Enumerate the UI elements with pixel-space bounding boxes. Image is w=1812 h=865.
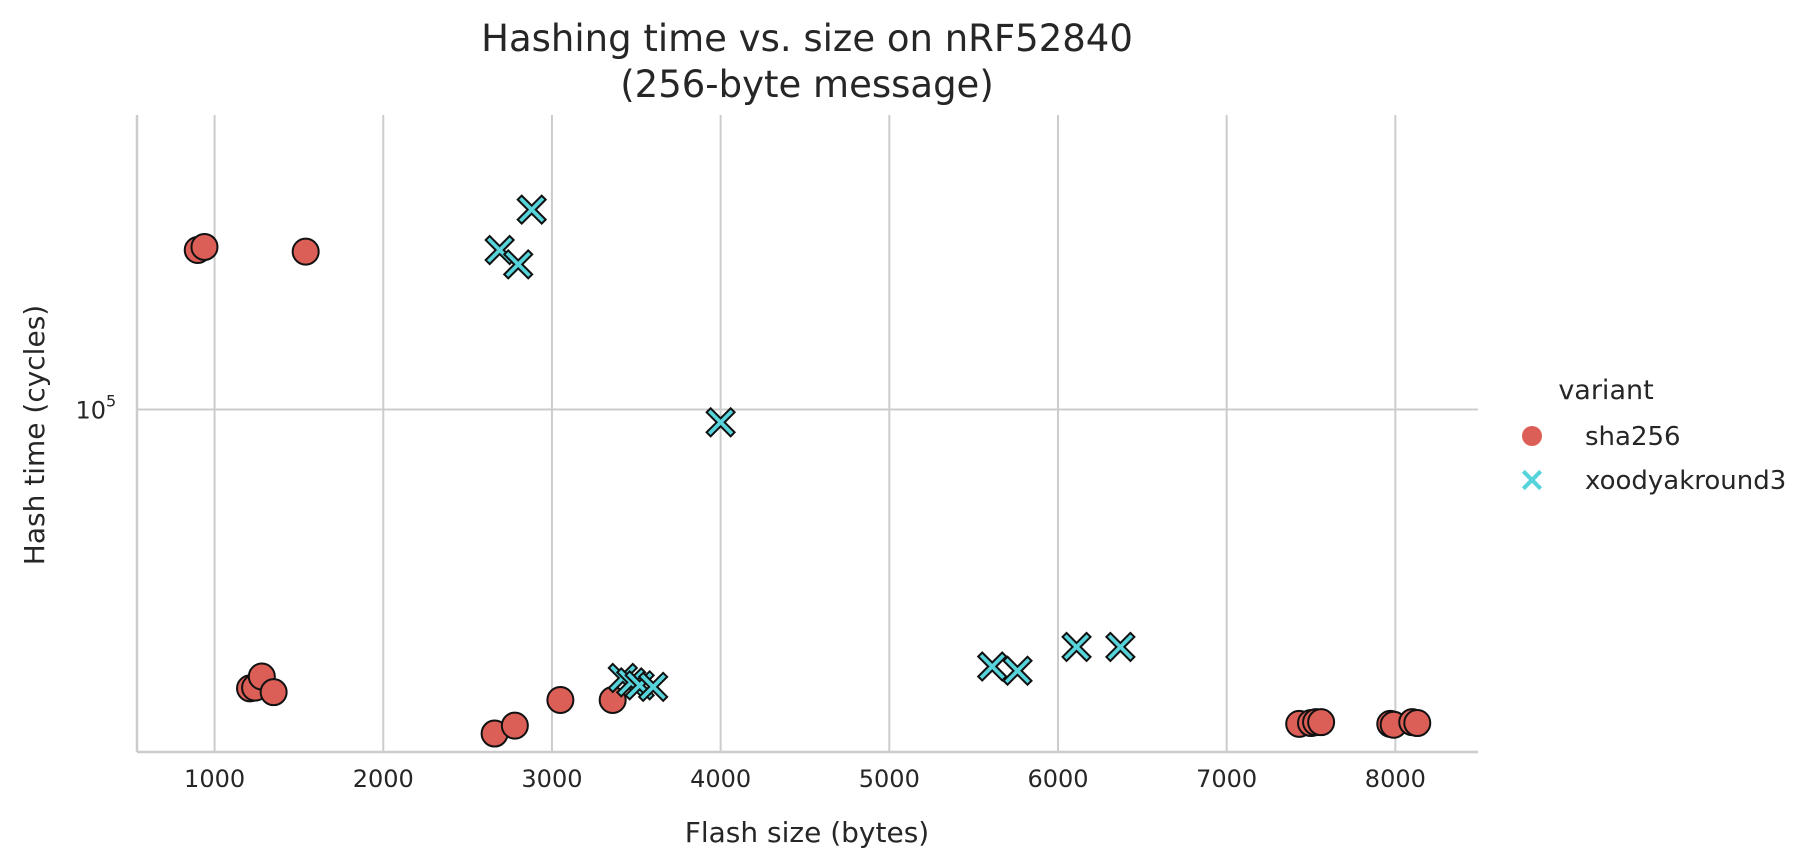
chart-title-line-1: Hashing time vs. size on nRF52840 xyxy=(481,17,1133,60)
y-axis-label: Hash time (cycles) xyxy=(18,305,51,565)
data-point-x xyxy=(1104,631,1136,663)
data-point-x xyxy=(976,651,1008,682)
data-point-circle xyxy=(500,711,529,740)
data-point-circle xyxy=(190,232,219,261)
legend-marker-x xyxy=(1521,469,1543,491)
grid-layer xyxy=(137,115,1478,752)
data-markers xyxy=(183,194,1432,748)
axis-spines xyxy=(135,115,1478,754)
legend-item-xoodyakround3: xoodyakround3 xyxy=(1521,466,1786,496)
x-tick-label: 8000 xyxy=(1365,765,1426,793)
x-tick-label: 4000 xyxy=(690,765,751,793)
x-tick-label: 2000 xyxy=(353,765,414,793)
legend-label: xoodyakround3 xyxy=(1585,466,1786,496)
data-point-x xyxy=(1061,631,1092,663)
chart-title-line-2: (256-byte message) xyxy=(620,63,994,106)
legend-items: sha256 xoodyakround3 xyxy=(1521,422,1786,496)
data-point-circle xyxy=(259,678,288,707)
y-tick-label-exponent: 5 xyxy=(106,392,116,411)
x-tick-label: 3000 xyxy=(521,765,582,793)
series-xoodyakround3 xyxy=(484,194,1136,703)
legend-title: variant xyxy=(1558,375,1653,406)
series-sha256 xyxy=(183,232,1432,748)
data-point-x xyxy=(502,248,534,280)
x-tick-label: 5000 xyxy=(859,765,920,793)
data-point-x xyxy=(1002,655,1033,687)
data-point-circle xyxy=(1307,708,1336,737)
legend: variant sha256 xoodyakround3 xyxy=(1521,375,1786,496)
data-point-circle xyxy=(291,237,320,266)
data-point-x xyxy=(637,671,669,703)
y-tick-label: 10 xyxy=(75,397,106,425)
legend-marker-circle xyxy=(1522,426,1542,446)
tick-labels: 1000 2000 3000 4000 5000 6000 7000 8000 10 5 xyxy=(75,392,1425,793)
legend-label: sha256 xyxy=(1585,422,1681,452)
data-point-x xyxy=(516,194,548,226)
x-axis-label: Flash size (bytes) xyxy=(685,816,929,849)
x-tick-label: 6000 xyxy=(1027,765,1088,793)
data-point-circle xyxy=(546,685,575,714)
data-point-x xyxy=(705,406,737,438)
legend-item-sha256: sha256 xyxy=(1522,422,1681,452)
x-tick-label: 1000 xyxy=(184,765,245,793)
x-tick-label: 7000 xyxy=(1196,765,1257,793)
data-point-circle xyxy=(1403,709,1432,738)
